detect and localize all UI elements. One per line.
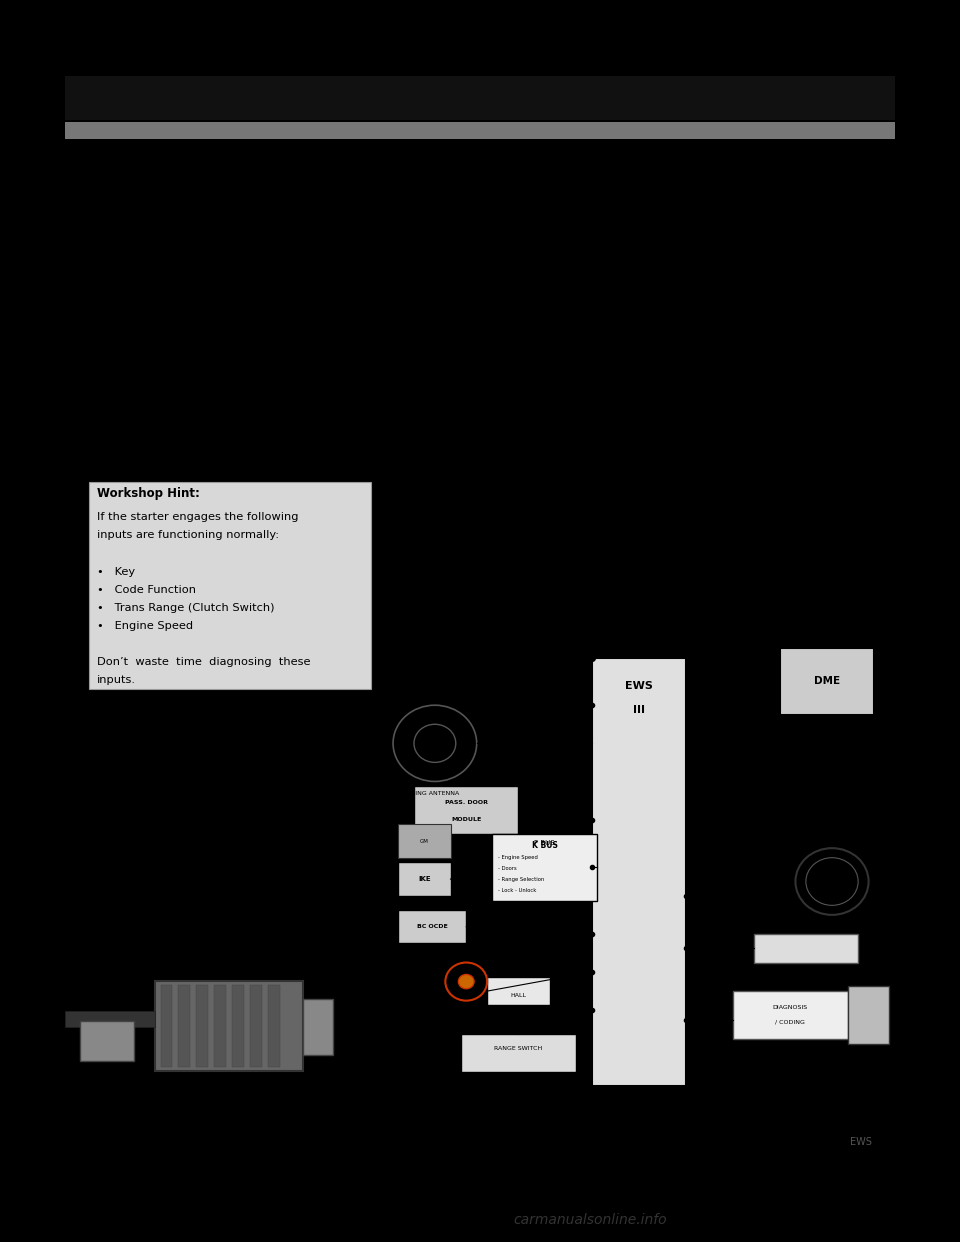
Text: DME: DME: [814, 677, 840, 687]
Text: - Doors: - Doors: [497, 866, 516, 871]
Bar: [88, 482, 371, 689]
Bar: [732, 991, 848, 1038]
Text: inputs.: inputs.: [97, 674, 135, 686]
Text: If the starter engages the following: If the starter engages the following: [97, 512, 299, 523]
Text: •   Code Function: • Code Function: [97, 585, 196, 595]
Text: •   Trans Range (Clutch Switch): • Trans Range (Clutch Switch): [97, 602, 275, 612]
Text: RING ANTENNA: RING ANTENNA: [411, 791, 459, 796]
Text: RANGE SWITCH: RANGE SWITCH: [494, 1046, 542, 1051]
Text: GM: GM: [420, 838, 429, 843]
Bar: [398, 862, 450, 895]
Text: KL. 30: KL. 30: [507, 638, 530, 648]
Text: EWS control module the lock status of the vehicle (lock/double lock). The EWS II: EWS control module the lock status of th…: [88, 209, 626, 221]
Text: KL.R: KL.R: [749, 779, 764, 785]
Text: and is sent via the K-Bus to the EWS III (3.2) control module.  This information: and is sent via the K-Bus to the EWS III…: [88, 190, 620, 204]
Bar: [65, 1011, 155, 1027]
Bar: [155, 981, 303, 1071]
Text: Range Selector Position: Range Selector Position: [88, 390, 256, 402]
Bar: [160, 985, 173, 1067]
Text: HALL: HALL: [511, 994, 526, 999]
Text: entered correctly during the start-up, the vehicle will operate normally based o: entered correctly during the start-up, t…: [88, 337, 625, 349]
Text: / CODING: / CODING: [776, 1020, 805, 1025]
Text: case of loss of signal from the range switch.: case of loss of signal from the range sw…: [88, 446, 348, 460]
Bar: [487, 976, 550, 1006]
Text: requests the doors be removed from the double lock position.: requests the doors be removed from the d…: [88, 245, 455, 257]
Text: BC OCDE: BC OCDE: [417, 924, 447, 929]
Text: trol module signals the GM over the K-Bus that an authorized key has been recogn: trol module signals the GM over the K-Bu…: [88, 226, 628, 240]
Bar: [398, 825, 450, 858]
Bar: [414, 786, 518, 833]
Text: - Lock - Unlock: - Lock - Unlock: [497, 888, 536, 893]
Bar: [179, 985, 190, 1067]
Bar: [250, 985, 262, 1067]
Text: tion allows/disallows vehicle operation based on code status. If a code has been: tion allows/disallows vehicle operation …: [88, 318, 610, 332]
Bar: [80, 1021, 133, 1061]
Bar: [303, 999, 333, 1054]
Text: ISN: ISN: [749, 735, 760, 741]
Text: 13 pin cable adapter P/N: 13 pin cable adapter P/N: [88, 1097, 235, 1109]
Text: 61 3 190 for EWS III (3.2) diagnosis.: 61 3 190 for EWS III (3.2) diagnosis.: [88, 1117, 300, 1129]
Bar: [780, 648, 874, 714]
Text: Lock and Unlock Requests: Lock and Unlock Requests: [88, 153, 272, 165]
Text: KL. 60: KL. 60: [749, 816, 770, 822]
Text: inputs are functioning normally:: inputs are functioning normally:: [97, 530, 279, 540]
Bar: [461, 1035, 576, 1072]
Text: K BUS: K BUS: [532, 841, 558, 851]
Text: OR II: OR II: [749, 922, 765, 928]
Text: 17: 17: [852, 1119, 872, 1134]
Text: MODULE: MODULE: [451, 817, 481, 822]
Bar: [65, 76, 895, 119]
Text: IKE: IKE: [419, 876, 431, 882]
Bar: [591, 657, 685, 1087]
Text: Range selector position is still provided directly to the EWS III (3.2) control : Range selector position is still provide…: [88, 410, 631, 422]
Text: KL. 30: KL. 30: [832, 816, 853, 822]
Text: EFFECT: EFFECT: [507, 1005, 530, 1010]
Text: Transmission Range Selector Switch. Redundant information is provided over the K: Transmission Range Selector Switch. Redu…: [88, 428, 618, 441]
Text: inputs. Entering the code incorrectly will prevent vehicle operation.: inputs. Entering the code incorrectly wi…: [88, 354, 488, 368]
Text: The code function status arrives at the EWS control module over the K-Bus. This : The code function status arrives at the …: [88, 301, 616, 313]
Text: SWITCH: SWITCH: [412, 981, 437, 986]
Text: DIAGNOSIS: DIAGNOSIS: [773, 1005, 807, 1010]
Text: P BUS: P BUS: [535, 841, 555, 846]
Text: P/N: P/N: [409, 1069, 419, 1074]
Text: PASS. DOOR: PASS. DOOR: [444, 800, 488, 805]
Bar: [754, 934, 858, 963]
Bar: [65, 122, 895, 139]
Bar: [214, 985, 226, 1067]
Text: •   Engine Speed: • Engine Speed: [97, 621, 193, 631]
Bar: [492, 833, 597, 900]
Circle shape: [458, 975, 474, 989]
Bar: [398, 910, 467, 944]
Text: EWS: EWS: [850, 1138, 872, 1148]
Bar: [196, 985, 208, 1067]
Text: Don’t  waste  time  diagnosing  these: Don’t waste time diagnosing these: [97, 657, 310, 667]
Text: SELECTED: SELECTED: [400, 1082, 428, 1087]
Text: CLUTCH: CLUTCH: [412, 970, 437, 975]
Text: The lock and unlock information arrives at the GM over the P-Bus from the door m: The lock and unlock information arrives …: [88, 173, 608, 185]
Text: III: III: [633, 705, 645, 715]
Text: Workshop Hint:: Workshop Hint:: [97, 487, 200, 501]
Text: Code Function: Code Function: [88, 281, 188, 293]
Bar: [268, 985, 279, 1067]
Bar: [232, 985, 244, 1067]
Text: - Range Selection: - Range Selection: [497, 877, 543, 882]
Text: •   Key: • Key: [97, 566, 135, 576]
Text: EWS: EWS: [625, 681, 653, 691]
Text: - Engine Speed: - Engine Speed: [497, 856, 538, 861]
Text: carmanualsonline.info: carmanualsonline.info: [514, 1213, 667, 1227]
Bar: [848, 986, 890, 1043]
